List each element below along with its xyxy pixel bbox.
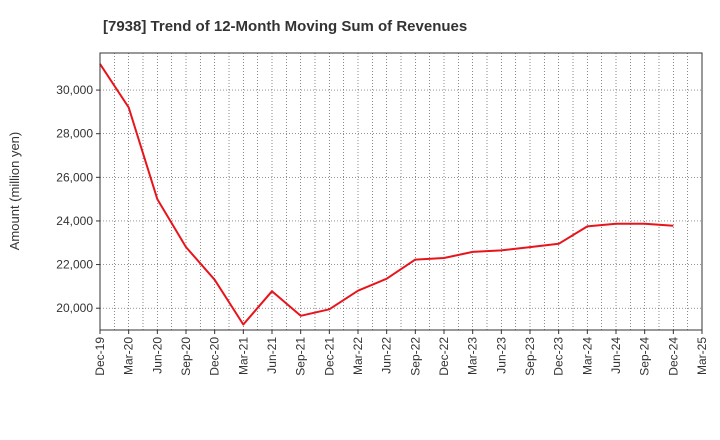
x-tick-label: Jun-22 [380, 337, 394, 374]
y-axis: 20,000 22,000 24,000 26,000 28,000 30,000 [56, 83, 100, 315]
y-tick-label: 26,000 [56, 170, 93, 184]
x-axis: Dec-19 Mar-20 Jun-20 Sep-20 Dec-20 Mar-21 Jun-… [93, 330, 709, 376]
x-tick-label: Mar-22 [351, 337, 365, 375]
x-tick-label: Dec-22 [437, 337, 451, 376]
x-tick-label: Jun-21 [265, 337, 279, 374]
y-tick-label: 24,000 [56, 214, 93, 228]
y-tick-label: 30,000 [56, 83, 93, 97]
x-tick-label: Jun-23 [494, 337, 508, 374]
x-tick-label: Sep-21 [294, 337, 308, 376]
y-tick-label: 28,000 [56, 127, 93, 141]
x-tick-label: Dec-24 [666, 337, 680, 376]
x-tick-label: Jun-24 [609, 337, 623, 374]
x-tick-label: Mar-21 [236, 337, 250, 375]
x-tick-label: Dec-20 [208, 337, 222, 376]
x-tick-label: Sep-20 [179, 337, 193, 376]
grid [100, 53, 702, 330]
x-tick-label: Sep-23 [523, 337, 537, 376]
series-layer [99, 63, 674, 326]
x-tick-label: Jun-20 [150, 337, 164, 374]
x-tick-label: Mar-23 [466, 337, 480, 375]
x-tick-label: Mar-20 [122, 337, 136, 375]
x-tick-label: Dec-21 [322, 337, 336, 376]
x-tick-label: Dec-23 [552, 337, 566, 376]
y-tick-label: 20,000 [56, 301, 93, 315]
series-line [99, 63, 674, 326]
y-tick-label: 22,000 [56, 258, 93, 272]
y-axis-label: Amount (million yen) [7, 132, 22, 251]
plot-frame [99, 52, 703, 331]
x-tick-label: Mar-25 [695, 337, 709, 375]
x-tick-label: Dec-19 [93, 337, 107, 376]
chart-title: [7938] Trend of 12-Month Moving Sum of R… [103, 18, 467, 35]
x-tick-label: Sep-22 [408, 337, 422, 376]
x-tick-label: Mar-24 [580, 337, 594, 375]
x-tick-label: Sep-24 [638, 337, 652, 376]
